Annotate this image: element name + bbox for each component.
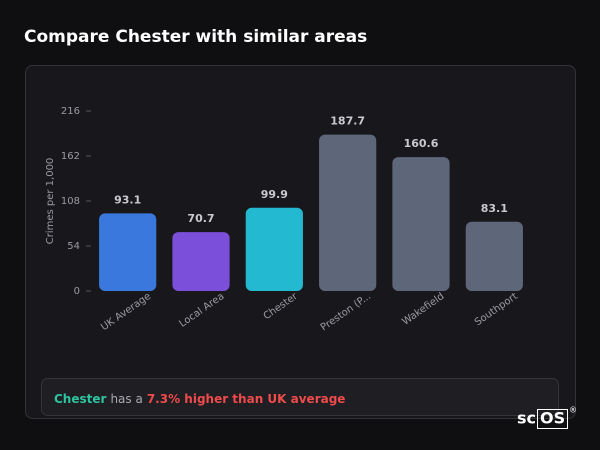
value-label: 93.1 (114, 193, 141, 206)
value-label: 83.1 (481, 202, 508, 215)
bar (99, 213, 157, 291)
value-label: 70.7 (187, 212, 214, 225)
logo-suffix: OS (540, 409, 565, 428)
logo: sc OS ® (517, 406, 577, 429)
footer-area: Chester (54, 392, 107, 406)
y-tick-label: 108 (61, 196, 80, 207)
logo-box (537, 409, 568, 429)
bar (172, 232, 230, 291)
y-tick-label: 54 (67, 241, 80, 252)
logo-prefix: sc (517, 409, 536, 428)
value-label: 160.6 (404, 137, 439, 150)
value-label: 187.7 (330, 115, 365, 128)
value-label: 99.9 (261, 188, 288, 201)
bar (465, 221, 523, 291)
footer-box (41, 378, 559, 416)
y-tick-label: 216 (61, 106, 80, 117)
bar (392, 157, 450, 291)
logo-mark: ® (569, 406, 577, 415)
y-tick-label: 162 (61, 151, 80, 162)
bar (245, 207, 303, 291)
y-axis-label: Crimes per 1,000 (45, 158, 56, 245)
footer-text: Chester has a 7.3% higher than UK average (54, 392, 345, 406)
footer-highlight: 7.3% higher than UK average (147, 392, 346, 406)
footer-copy: has a (110, 392, 142, 406)
chart-title: Compare Chester with similar areas (24, 27, 367, 47)
y-tick-label: 0 (74, 286, 80, 297)
bar (319, 134, 377, 291)
